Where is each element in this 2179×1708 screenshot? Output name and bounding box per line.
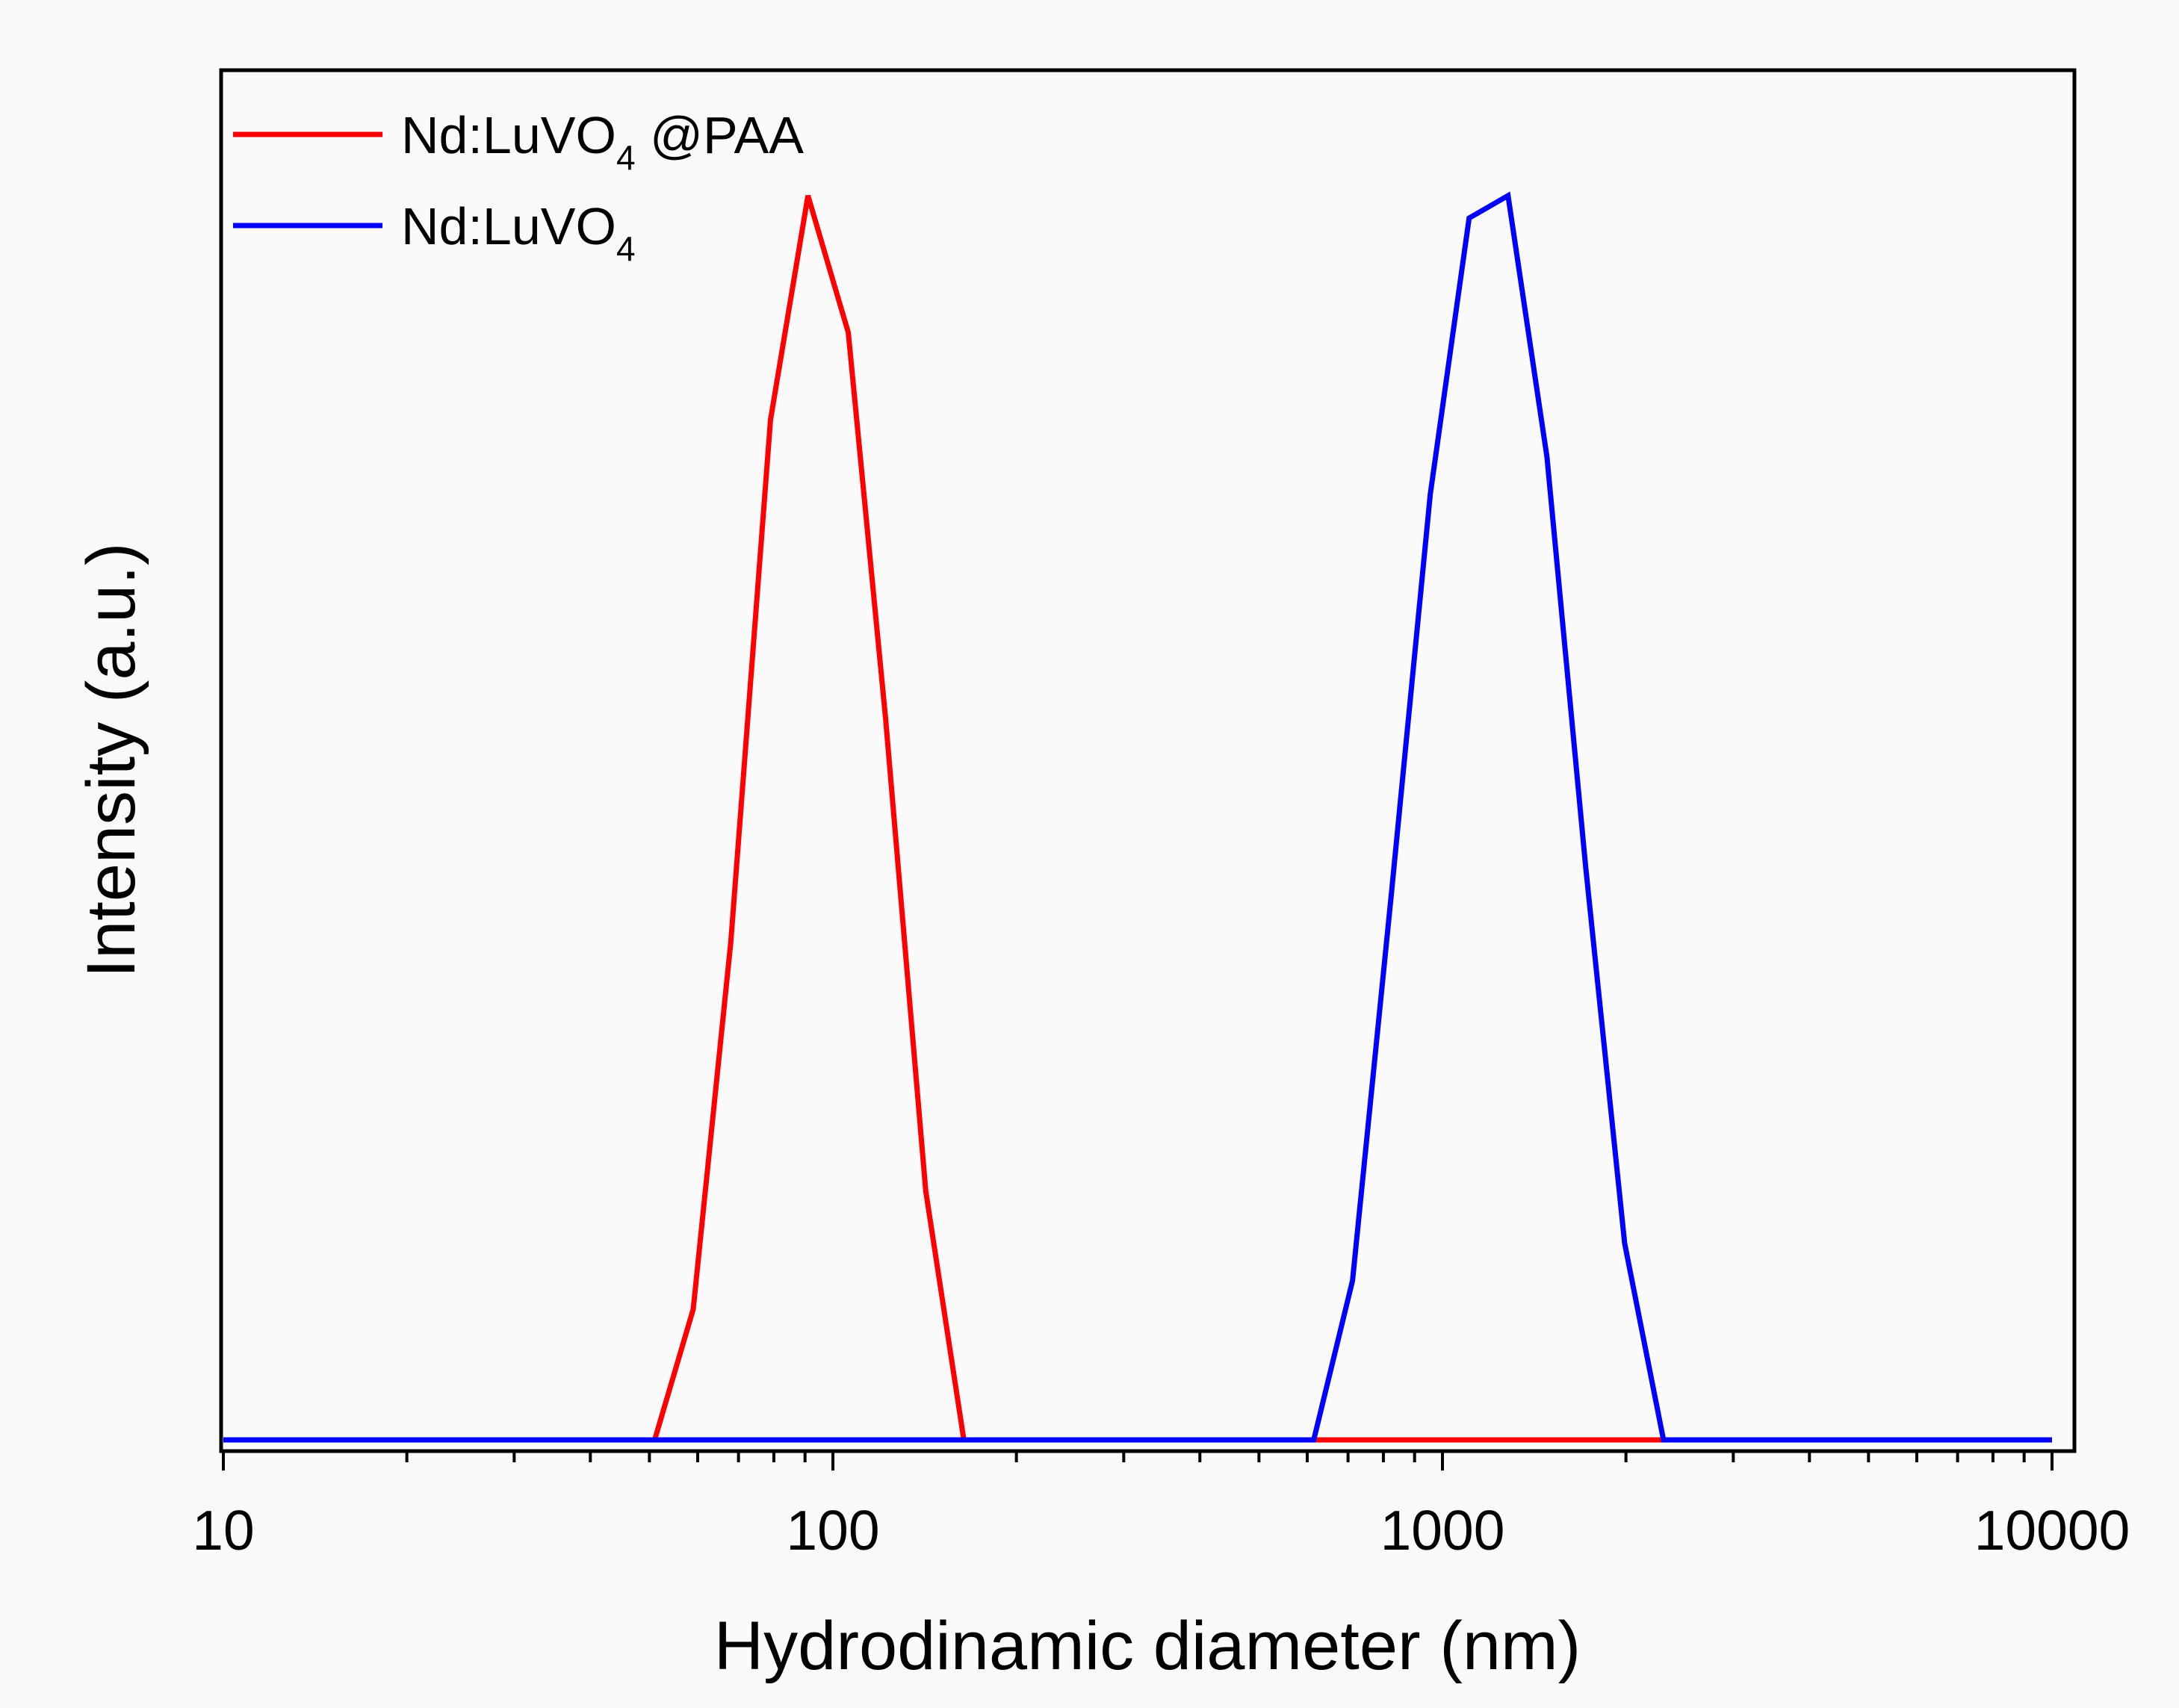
plot-frame (219, 68, 2077, 1453)
x-tick-label: 10000 (1974, 1499, 2130, 1562)
x-tick-label: 100 (786, 1499, 879, 1562)
legend: Nd:LuVO4 @PAA Nd:LuVO4 (233, 106, 804, 268)
legend-label-nd-luvo4: Nd:LuVO4 (401, 197, 636, 268)
x-axis-title: Hydrodinamic diameter (nm) (714, 1608, 1581, 1684)
legend-label-nd-luvo4-paa: Nd:LuVO4 @PAA (401, 106, 804, 177)
series-layer (223, 191, 2052, 1443)
y-axis-title: Intensity (a.u.) (73, 543, 149, 978)
x-tick-label: 1000 (1380, 1499, 1505, 1562)
x-axis-ticks: 10 100 1000 10000 (192, 1451, 2130, 1562)
series-line-nd-luvo4-paa (223, 195, 2052, 1443)
x-tick-label: 10 (192, 1499, 254, 1562)
series-line-nd-luvo4 (223, 191, 2052, 1443)
